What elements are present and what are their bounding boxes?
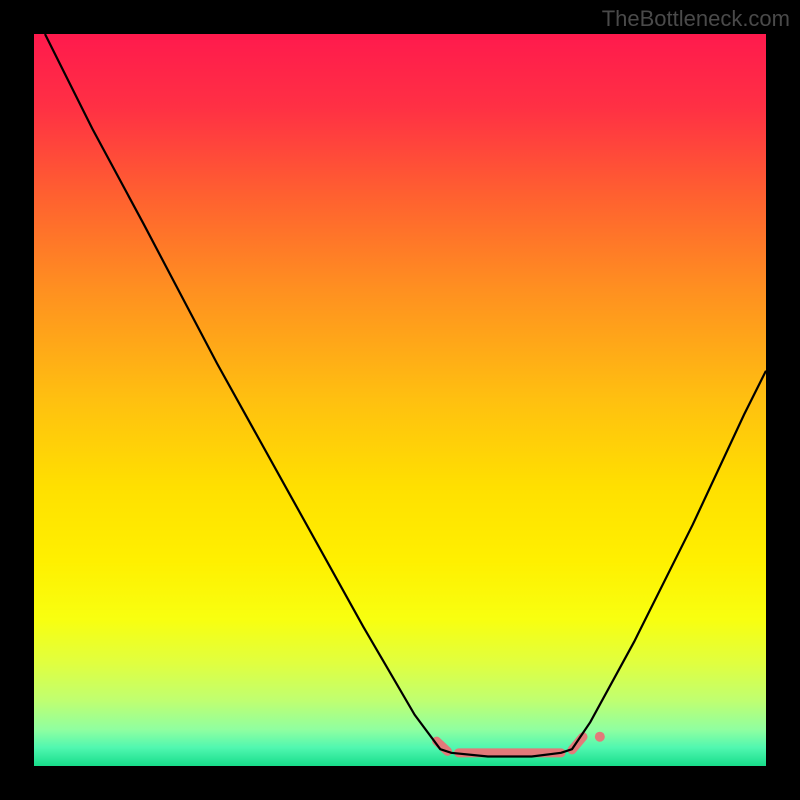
watermark-text: TheBottleneck.com — [602, 6, 790, 32]
bottleneck-curve-svg — [34, 34, 766, 766]
bottleneck-curve — [45, 34, 766, 756]
highlight-band — [437, 732, 605, 753]
plot-area — [34, 34, 766, 766]
